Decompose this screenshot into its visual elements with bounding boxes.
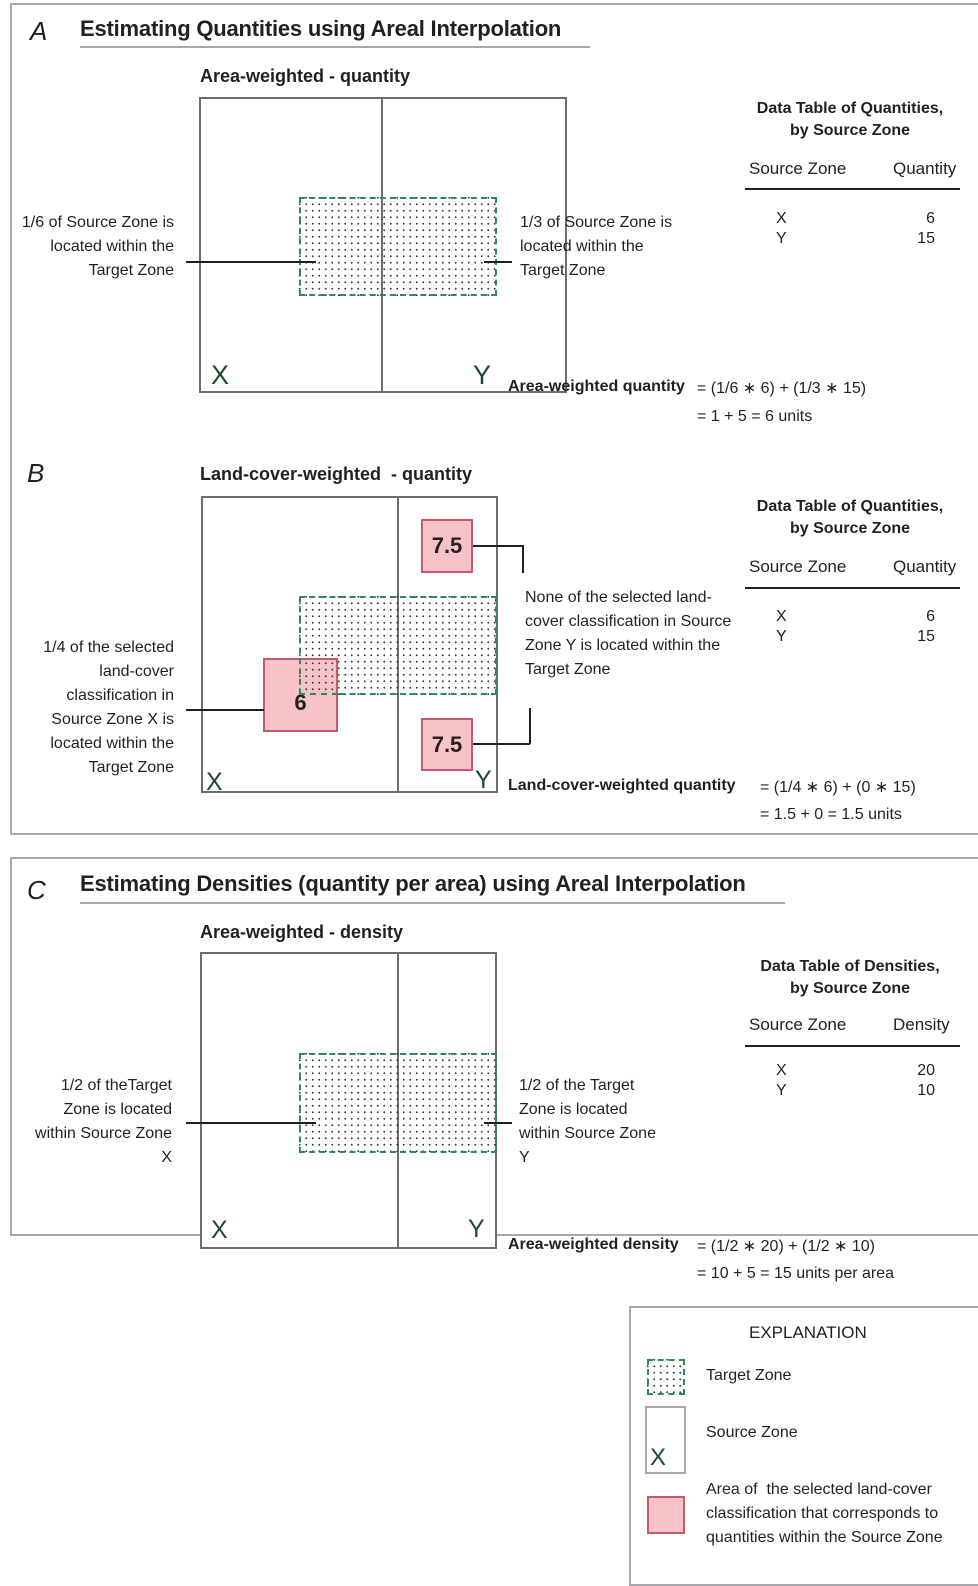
- panel-b-table-heading: Data Table of Quantities, by Source Zone: [730, 496, 970, 540]
- panel-b-letter: B: [27, 458, 45, 488]
- panel-c-formula-label: Area-weighted density: [508, 1236, 679, 1254]
- panel-c-row-x-value: 20: [917, 1062, 935, 1079]
- panel-c-target-zone: [299, 1053, 497, 1153]
- panel-b-row-x-zone: X: [776, 608, 787, 625]
- legend-area-label: Area of the selected land-cover classifi…: [706, 1481, 943, 1546]
- panel-c-row-y-value: 10: [917, 1082, 935, 1099]
- panel-c-formula-label-text: Area-weighted density: [508, 1236, 679, 1253]
- panel-a-table-heading-2: by Source Zone: [789, 122, 911, 139]
- panel-b-row-x-value: 6: [926, 608, 935, 625]
- panel-a-title: Estimating Quantities using Areal Interp…: [80, 16, 562, 41]
- panel-c-col-source: Source Zone: [749, 1015, 847, 1034]
- panel-c-formula-line2: = 10 + 5 = 15 units per area: [697, 1265, 895, 1282]
- panel-b-top-leader-h: [473, 545, 523, 547]
- panel-a-formula-label: Area-weighted quantity: [508, 378, 685, 396]
- panel-c-row-x-zone: X: [776, 1062, 787, 1079]
- panel-c-table-rule: [745, 1045, 960, 1047]
- panel-c-formula-line1: = (1/2 ∗ 20) + (1/2 ∗ 10): [697, 1238, 876, 1255]
- panel-c-zone-y-label: Y: [468, 1215, 485, 1243]
- panel-a-col-quantity: Quantity: [893, 159, 957, 178]
- panel-b-left-leader: [186, 709, 264, 711]
- legend-title: EXPLANATION: [749, 1323, 867, 1342]
- panel-b-row-y-value: 15: [917, 628, 935, 645]
- panel-c-right-note: 1/2 of the Target Zone is located within…: [519, 1077, 656, 1166]
- panel-a-left-note: 1/6 of Source Zone is located within the…: [21, 214, 174, 279]
- panel-a-subtitle: Area-weighted - quantity: [200, 66, 411, 86]
- panel-a-target-zone: [299, 197, 497, 296]
- panel-b-row-y-zone: Y: [776, 628, 787, 645]
- panel-a-formula-line2: = 1 + 5 = 6 units: [697, 408, 813, 425]
- panel-c-letter: C: [27, 875, 46, 905]
- panel-b-top-leader-v: [522, 545, 524, 573]
- panel-a-formula-line1: = (1/6 ∗ 6) + (1/3 ∗ 15): [697, 380, 867, 397]
- panel-b-zone-y-label: Y: [475, 766, 492, 794]
- panel-a-letter: A: [30, 16, 48, 46]
- panel-c-table-heading-2: by Source Zone: [789, 980, 911, 997]
- panel-b-formula-label-text: Land-cover-weighted quantity: [508, 777, 736, 794]
- legend-area-swatch: [647, 1496, 685, 1534]
- panel-a-title-rule: [80, 46, 590, 48]
- panel-b-table-heading-2: by Source Zone: [789, 520, 911, 537]
- panel-a-table-heading: Data Table of Quantities, by Source Zone: [730, 98, 970, 142]
- panel-a-right-leader: [484, 261, 512, 263]
- panel-c-title: Estimating Densities (quantity per area)…: [80, 871, 746, 896]
- panel-c-row-y-zone: Y: [776, 1082, 787, 1099]
- panel-ab-frame: [10, 3, 978, 835]
- panel-b-col-quantity: Quantity: [893, 557, 957, 576]
- panel-a-row-y-value: 15: [917, 230, 935, 247]
- panel-b-right-note: None of the selected land-cover classifi…: [525, 589, 732, 678]
- panel-a-table-rule: [745, 188, 960, 190]
- panel-c-title-rule: [80, 902, 785, 904]
- panel-b-bottom-leader-v: [529, 708, 531, 744]
- legend-source-label: Source Zone: [706, 1424, 798, 1441]
- panel-b-table-heading-1: Data Table of Quantities,: [756, 498, 944, 515]
- panel-a-left-leader: [186, 261, 316, 263]
- panel-c-left-leader: [186, 1122, 316, 1124]
- panel-c-subtitle: Area-weighted - density: [200, 922, 404, 942]
- panel-b-zone-x-label: X: [206, 768, 223, 796]
- panel-a-zone-y-label: Y: [473, 360, 492, 390]
- legend-target-swatch: [647, 1359, 685, 1395]
- legend-source-swatch: [645, 1406, 686, 1474]
- panel-a-formula-label-text: Area-weighted quantity: [508, 378, 685, 395]
- panel-c-zone-x-label: X: [211, 1216, 228, 1244]
- panel-b-subtitle: Land-cover-weighted - quantity: [200, 464, 473, 484]
- panel-a-table-heading-1: Data Table of Quantities,: [756, 100, 944, 117]
- legend-target-label: Target Zone: [706, 1367, 792, 1384]
- panel-c-right-leader: [484, 1122, 512, 1124]
- panel-b-col-source: Source Zone: [749, 557, 847, 576]
- panel-c-table-heading: Data Table of Densities, by Source Zone: [730, 956, 970, 1000]
- panel-b-table-rule: [745, 587, 960, 589]
- panel-b-formula-line1: = (1/4 ∗ 6) + (0 ∗ 15): [760, 779, 916, 796]
- panel-b-bottom-leader-h: [473, 743, 530, 745]
- panel-b-landcover-bottom: 7.5: [421, 718, 473, 771]
- panel-b-formula-line2: = 1.5 + 0 = 1.5 units: [760, 806, 902, 823]
- panel-a-row-y-zone: Y: [776, 230, 787, 247]
- legend-source-letter: X: [650, 1444, 667, 1471]
- panel-b-formula-label: Land-cover-weighted quantity: [508, 777, 736, 795]
- panel-b-left-note: 1/4 of the selected land-cover classific…: [43, 639, 174, 776]
- panel-c-table-heading-1: Data Table of Densities,: [760, 958, 940, 975]
- panel-c-left-note: 1/2 of theTarget Zone is located within …: [35, 1077, 172, 1166]
- panel-a-right-note: 1/3 of Source Zone is located within the…: [520, 214, 673, 279]
- panel-b-target-overlap: [299, 658, 338, 695]
- panel-a-zone-x-label: X: [211, 360, 230, 390]
- panel-a-row-x-zone: X: [776, 210, 787, 227]
- panel-a-col-source: Source Zone: [749, 159, 847, 178]
- panel-b-landcover-top: 7.5: [421, 519, 473, 573]
- panel-a-row-x-value: 6: [926, 210, 935, 227]
- panel-c-col-density: Density: [893, 1015, 950, 1034]
